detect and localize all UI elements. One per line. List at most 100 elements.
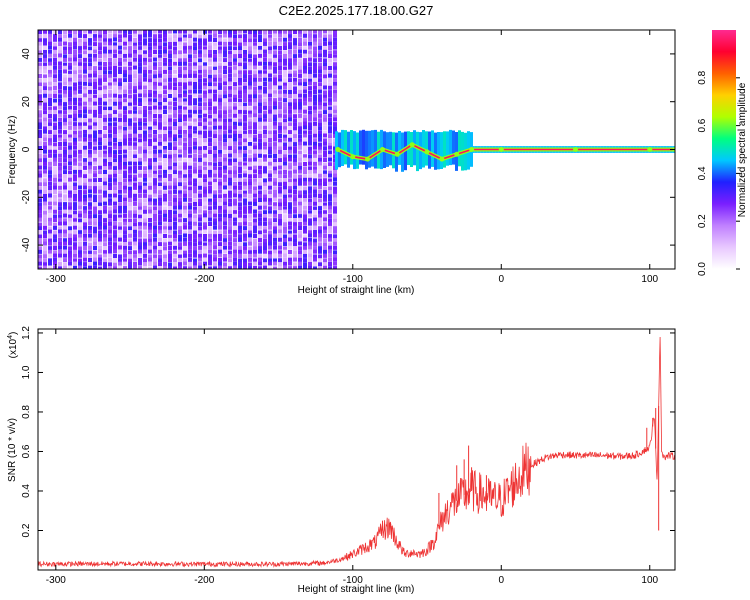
heat-cell	[138, 121, 142, 126]
heat-cell	[183, 58, 187, 63]
heat-cell	[228, 50, 232, 55]
heat-cell	[63, 165, 67, 170]
heat-cell	[193, 106, 197, 111]
heat-cell	[173, 34, 177, 39]
heat-cell	[148, 173, 152, 178]
heat-cell	[43, 49, 47, 54]
heat-cell	[213, 38, 217, 42]
heat-cell	[298, 130, 302, 134]
heat-cell	[133, 266, 137, 269]
heat-cell	[278, 165, 282, 170]
heat-cell	[183, 158, 187, 163]
heat-cell	[323, 106, 327, 111]
heat-cell	[53, 65, 57, 70]
heat-cell	[163, 238, 167, 243]
heat-cell	[248, 50, 252, 55]
heat-cell	[68, 217, 72, 222]
heat-cell	[143, 245, 147, 250]
heat-cell	[153, 233, 157, 238]
heat-cell	[238, 146, 242, 151]
heat-cell	[153, 78, 157, 83]
heat-cell	[303, 237, 307, 242]
heat-cell	[88, 101, 92, 106]
heat-cell	[328, 30, 332, 34]
heat-cell	[173, 134, 177, 139]
heat-cell	[173, 137, 177, 142]
heat-cell	[178, 162, 182, 167]
heat-cell	[328, 50, 332, 55]
heat-cell	[108, 249, 112, 254]
heat-cell	[223, 78, 227, 83]
heat-cell	[273, 261, 277, 266]
heat-cell	[323, 30, 327, 34]
heat-cell	[173, 113, 177, 118]
heat-cell	[248, 217, 252, 222]
heat-cell	[293, 134, 297, 139]
heat-cell	[38, 154, 42, 158]
heat-cell	[158, 237, 162, 242]
heat-cell	[313, 181, 317, 186]
heat-cell	[248, 178, 252, 183]
heat-cell	[268, 157, 272, 162]
heat-cell	[308, 206, 312, 210]
heat-cell	[168, 109, 172, 114]
heat-cell	[213, 102, 217, 107]
heat-cell	[278, 81, 282, 86]
heat-cell	[253, 77, 257, 82]
heat-cell	[138, 157, 142, 162]
heat-cell	[123, 141, 127, 146]
heat-cell	[148, 229, 152, 234]
heat-cell	[78, 49, 82, 54]
heat-cell	[158, 57, 162, 62]
heat-cell	[328, 194, 332, 199]
heat-cell	[63, 54, 67, 59]
heat-cell	[328, 90, 332, 95]
heat-cell	[303, 221, 307, 226]
heat-cell	[48, 229, 52, 234]
heat-cell	[158, 94, 162, 99]
heat-cell	[43, 241, 47, 246]
heat-cell	[38, 30, 42, 35]
heat-cell	[128, 222, 132, 226]
heat-cell	[93, 134, 97, 139]
heat-cell	[313, 121, 317, 126]
heat-cell	[218, 101, 222, 106]
heat-cell	[208, 261, 212, 266]
heat-cell	[218, 62, 222, 67]
heat-cell	[163, 254, 167, 259]
heat-cell	[328, 145, 332, 150]
heat-cell	[173, 130, 177, 135]
heat-cell	[203, 90, 207, 95]
heat-cell	[43, 197, 47, 202]
heat-cell	[318, 198, 322, 203]
heat-cell	[218, 234, 222, 238]
heat-cell	[58, 266, 62, 269]
heat-cell	[138, 238, 142, 243]
heat-cell	[238, 58, 242, 62]
heat-cell	[133, 245, 137, 250]
heat-cell	[263, 146, 267, 151]
heat-cell	[313, 46, 317, 51]
heat-cell	[248, 81, 252, 86]
heat-cell	[158, 197, 162, 202]
heat-cell	[288, 202, 292, 207]
heat-cell	[283, 42, 287, 47]
heat-cell	[148, 106, 152, 111]
heat-cell	[308, 226, 312, 231]
heat-cell	[203, 153, 207, 158]
heat-cell	[283, 126, 287, 131]
heat-cell	[243, 57, 247, 62]
heat-cell	[273, 54, 277, 59]
heat-cell	[223, 234, 227, 239]
heat-cell	[288, 86, 292, 91]
heat-cell	[318, 38, 322, 43]
heat-cell	[108, 221, 112, 226]
heat-cell	[98, 222, 102, 226]
heat-cell	[113, 106, 117, 111]
heat-cell	[128, 125, 132, 130]
heat-cell	[449, 129, 452, 166]
heat-cell	[38, 89, 42, 94]
colorbar-ticks: 0.00.20.40.60.8	[697, 70, 740, 276]
heat-cell	[298, 69, 302, 74]
